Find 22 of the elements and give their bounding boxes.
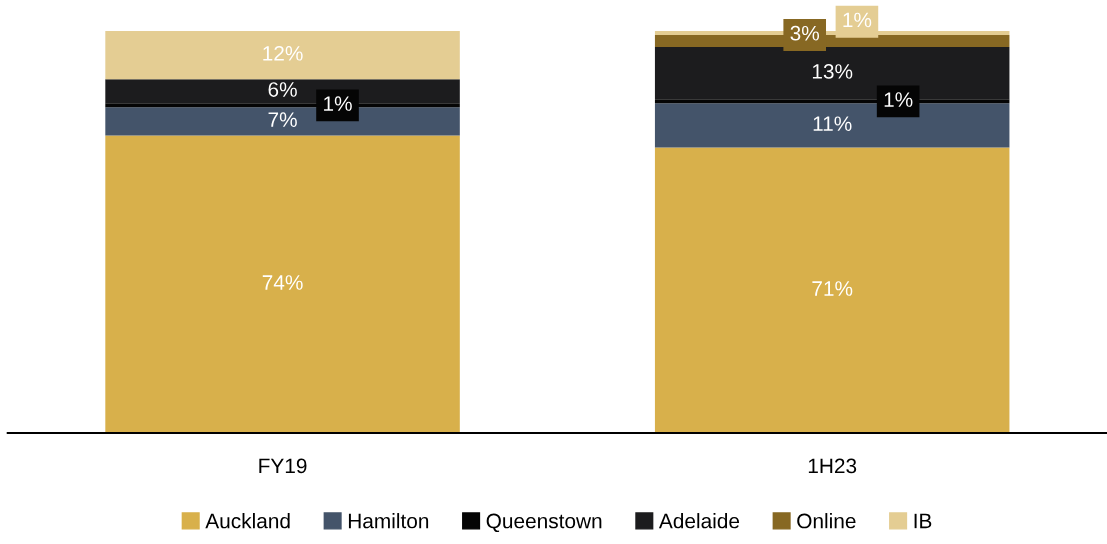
data-label: 13% (812, 64, 853, 79)
bar (105, 135, 460, 434)
data-label: 1% (324, 96, 352, 111)
data-label: 3% (790, 25, 820, 41)
x-tick-label: 1H23 (808, 458, 857, 474)
legend-label: Auckland (205, 513, 290, 529)
data-label: 6% (268, 82, 297, 97)
bar (105, 30, 460, 80)
legend-label: Adelaide (658, 513, 740, 529)
data-label: 1% (884, 92, 913, 107)
data-label: 11% (813, 116, 852, 131)
data-label: 12% (263, 45, 303, 61)
legend-label: Online (797, 513, 856, 529)
data-label: 74% (262, 275, 303, 290)
legend-label: Hamilton (348, 513, 429, 529)
legend-label: Queenstown (486, 513, 602, 533)
data-label: 1% (843, 12, 872, 28)
data-label: 71% (812, 281, 853, 296)
x-tick-label: FY19 (259, 458, 307, 474)
bar (654, 147, 1010, 434)
data-label: 7% (268, 112, 297, 127)
legend-label: IB (914, 513, 932, 529)
